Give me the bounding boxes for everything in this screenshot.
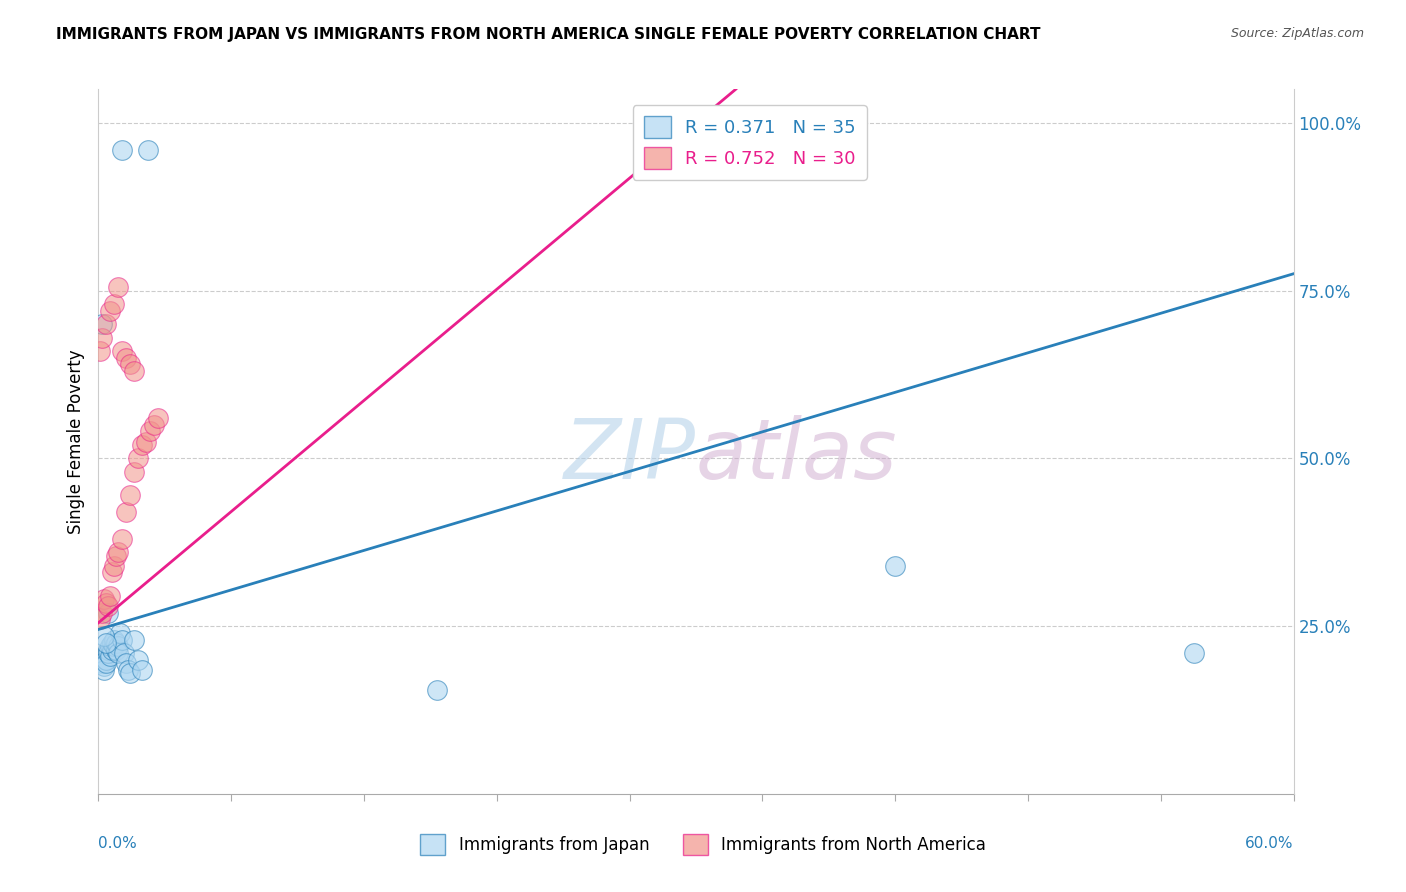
Point <box>96 656 118 670</box>
Point <box>96 636 118 650</box>
Point <box>111 532 134 546</box>
Point <box>98 303 122 318</box>
Point <box>115 505 138 519</box>
Point <box>131 663 153 677</box>
Point <box>120 488 142 502</box>
Point <box>91 330 114 344</box>
Point <box>91 606 114 620</box>
Point <box>120 357 142 371</box>
Text: atlas: atlas <box>696 415 897 496</box>
Point <box>97 606 120 620</box>
Point <box>107 639 129 653</box>
Text: IMMIGRANTS FROM JAPAN VS IMMIGRANTS FROM NORTH AMERICA SINGLE FEMALE POVERTY COR: IMMIGRANTS FROM JAPAN VS IMMIGRANTS FROM… <box>56 27 1040 42</box>
Point <box>127 451 149 466</box>
Point <box>115 351 138 365</box>
Point <box>93 663 115 677</box>
Legend: Immigrants from Japan, Immigrants from North America: Immigrants from Japan, Immigrants from N… <box>413 828 993 862</box>
Point <box>110 625 132 640</box>
Point <box>93 592 115 607</box>
Point <box>105 549 128 563</box>
Point <box>131 438 153 452</box>
Point <box>1182 646 1205 660</box>
Point <box>96 317 118 331</box>
Point <box>93 659 115 673</box>
Point <box>101 636 124 650</box>
Point <box>103 297 125 311</box>
Text: 0.0%: 0.0% <box>98 836 138 851</box>
Point <box>97 646 120 660</box>
Text: ZIP: ZIP <box>564 415 696 496</box>
Point <box>107 545 129 559</box>
Point <box>111 143 134 157</box>
Point <box>124 465 146 479</box>
Point <box>111 343 134 358</box>
Point <box>98 649 122 664</box>
Legend: R = 0.371   N = 35, R = 0.752   N = 30: R = 0.371 N = 35, R = 0.752 N = 30 <box>633 105 866 180</box>
Point <box>101 642 124 657</box>
Point <box>96 653 118 667</box>
Text: Source: ZipAtlas.com: Source: ZipAtlas.com <box>1230 27 1364 40</box>
Point <box>98 639 122 653</box>
Point <box>120 666 142 681</box>
Point <box>96 596 118 610</box>
Point <box>117 663 139 677</box>
Point <box>124 632 146 647</box>
Y-axis label: Single Female Poverty: Single Female Poverty <box>66 350 84 533</box>
Point <box>115 656 138 670</box>
Point <box>91 317 114 331</box>
Point <box>107 646 129 660</box>
Point <box>136 143 159 157</box>
Point <box>93 629 115 643</box>
Point <box>112 646 135 660</box>
Point <box>124 364 146 378</box>
Point <box>111 632 134 647</box>
Point <box>89 343 111 358</box>
Point <box>107 280 129 294</box>
Point <box>127 653 149 667</box>
Point <box>135 434 157 449</box>
Point <box>97 599 120 613</box>
Point <box>97 642 120 657</box>
Point <box>103 632 125 647</box>
Point <box>101 566 124 580</box>
Point <box>148 411 170 425</box>
Point <box>105 636 128 650</box>
Point <box>98 589 122 603</box>
Point <box>103 558 125 573</box>
Point <box>139 425 162 439</box>
Point <box>91 656 114 670</box>
Point <box>105 642 128 657</box>
Point <box>89 612 111 626</box>
Point <box>426 682 449 697</box>
Point <box>103 639 125 653</box>
Text: 60.0%: 60.0% <box>1246 836 1294 851</box>
Point <box>143 417 166 432</box>
Point <box>884 558 907 573</box>
